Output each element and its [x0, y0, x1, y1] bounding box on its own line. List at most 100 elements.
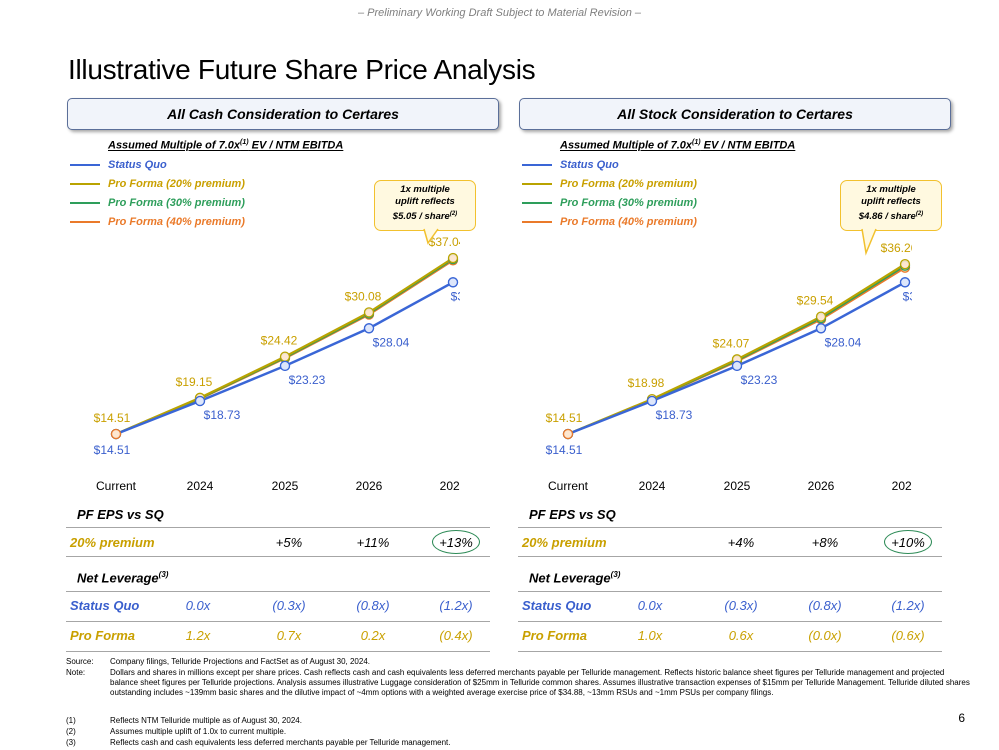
callout-footnote: (2)	[449, 211, 458, 217]
assumed-multiple-suffix: EV / NTM EBITDA	[248, 139, 344, 152]
legend-item: Pro Forma (20% premium)	[70, 177, 245, 191]
data-label-pro-forma: $14.51	[94, 411, 131, 425]
footnote-text: Reflects cash and cash equivalents less …	[110, 738, 451, 747]
data-label-status-quo: $18.73	[204, 408, 241, 422]
net-leverage-value: 0.2x	[360, 628, 386, 643]
data-label-pro-forma: $24.42	[261, 334, 298, 348]
divider	[518, 556, 942, 557]
data-label-pro-forma: $18.98	[628, 376, 665, 390]
footnote-key: Note:	[66, 668, 86, 677]
net-leverage-value: 1.2x	[185, 628, 211, 643]
net-leverage-value: (0.4x)	[439, 628, 473, 643]
net-leverage-value: 0.0x	[637, 598, 663, 613]
page-title: Illustrative Future Share Price Analysis	[68, 54, 536, 85]
data-point-current	[562, 428, 574, 440]
net-leverage-title: Net Leverage(3)	[77, 570, 168, 585]
x-tick-label: Current	[96, 479, 137, 493]
callout-footnote: (2)	[915, 211, 924, 217]
callout-line: 1x multiple	[400, 184, 450, 195]
data-label-pro-forma: $24.07	[713, 336, 750, 350]
assumed-multiple-text: Assumed Multiple of 7.0x	[560, 139, 693, 152]
highlight-circle	[432, 530, 480, 554]
divider	[518, 651, 942, 652]
x-tick-label: 2026	[808, 479, 835, 493]
net-leverage-label: Net Leverage	[77, 570, 159, 586]
data-label-status-quo: $14.51	[546, 443, 583, 457]
legend-swatch	[522, 202, 552, 205]
data-point-pro-forma-20-premium-	[447, 252, 459, 264]
legend-label: Pro Forma (20% premium)	[108, 178, 245, 190]
callout-line: uplift reflects	[395, 196, 455, 207]
divider	[66, 591, 490, 592]
divider	[66, 651, 490, 652]
net-leverage-value: (0.8x)	[808, 598, 842, 613]
panel-cash: All Cash Consideration to Certares Assume…	[0, 0, 499, 660]
legend-item: Pro Forma (40% premium)	[522, 215, 697, 229]
share-price-chart: $14.51 $18.98 $24.07 $29.54 $36.26 $14.51 $18.…	[546, 241, 912, 493]
data-label-status-quo: $28.04	[373, 335, 410, 349]
highlight-circle	[884, 530, 932, 554]
data-point-status-quo	[447, 277, 459, 288]
legend-item: Pro Forma (30% premium)	[70, 196, 245, 210]
divider	[66, 556, 490, 557]
legend-label: Status Quo	[560, 159, 619, 171]
x-tick-label: 2026	[356, 479, 383, 493]
net-leverage-value: (0.8x)	[356, 598, 390, 613]
callout-line: uplift reflects	[861, 196, 921, 207]
net-leverage-value: (1.2x)	[891, 598, 925, 613]
uplift-callout: 1x multiple uplift reflects $5.05 / share(…	[374, 180, 476, 231]
pf-eps-row-label: 20% premium	[70, 535, 155, 550]
assumed-multiple-footnote: (1)	[692, 139, 701, 146]
divider	[518, 591, 942, 592]
data-point-status-quo	[731, 360, 743, 372]
net-leverage-value: 0.0x	[185, 598, 211, 613]
footnote-key: (1)	[66, 716, 76, 725]
legend-label: Pro Forma (20% premium)	[560, 178, 697, 190]
pf-eps-title: PF EPS vs SQ	[77, 507, 164, 522]
callout-pointer	[423, 228, 439, 245]
data-label-pro-forma: $29.54	[797, 294, 834, 308]
legend-swatch	[70, 183, 100, 186]
data-point-status-quo	[279, 360, 291, 372]
x-tick-label: 2027	[892, 479, 912, 493]
uplift-callout: 1x multiple uplift reflects $4.86 / share(…	[840, 180, 942, 231]
x-tick-label: Current	[548, 479, 589, 493]
x-tick-label: 2024	[639, 479, 666, 493]
callout-value: $4.86 / share	[858, 211, 916, 223]
net-leverage-row-label: Status Quo	[70, 598, 140, 613]
pf-eps-value: +8%	[811, 535, 839, 550]
pf-eps-value: +5%	[275, 535, 303, 550]
net-leverage-value: 1.0x	[637, 628, 663, 643]
data-point-pro-forma-20-premium-	[815, 311, 827, 322]
callout-pointer	[861, 228, 877, 256]
panel-stock: All Stock Consideration to Certares Assum…	[452, 0, 951, 660]
data-label-status-quo: $33.93	[903, 289, 912, 303]
footnote-key: (3)	[66, 738, 76, 747]
net-leverage-row-label: Status Quo	[522, 598, 592, 613]
legend-swatch	[522, 183, 552, 186]
assumed-multiple: Assumed Multiple of 7.0x(1) EV / NTM EBI…	[108, 139, 343, 152]
assumed-multiple: Assumed Multiple of 7.0x(1) EV / NTM EBI…	[560, 139, 795, 152]
x-tick-label: 2024	[187, 479, 214, 493]
footnote-text: Dollars and shares in millions except pe…	[110, 668, 970, 697]
net-leverage-value: 0.6x	[728, 628, 754, 643]
net-leverage-footnote: (3)	[610, 570, 621, 579]
data-point-status-quo	[815, 323, 827, 334]
page-number: 6	[958, 711, 965, 725]
data-label-status-quo: $23.23	[741, 373, 778, 387]
callout-pointer-shape	[861, 228, 877, 256]
legend-swatch	[70, 202, 100, 205]
footnote-key: Source:	[66, 657, 94, 666]
legend-item: Status Quo	[70, 158, 167, 172]
assumed-multiple-text: Assumed Multiple of 7.0x	[108, 139, 241, 152]
data-label-pro-forma: $37.04	[429, 235, 460, 249]
assumed-multiple-footnote: (1)	[240, 139, 249, 146]
data-point-status-quo	[194, 395, 206, 407]
data-point-pro-forma-20-premium-	[363, 307, 375, 318]
net-leverage-row-label: Pro Forma	[70, 628, 136, 643]
net-leverage-footnote: (3)	[158, 570, 169, 579]
footnote-key: (2)	[66, 727, 76, 736]
legend-swatch	[70, 221, 100, 224]
callout-line: $5.05 / share(2)	[375, 208, 475, 223]
legend-swatch	[70, 164, 100, 167]
